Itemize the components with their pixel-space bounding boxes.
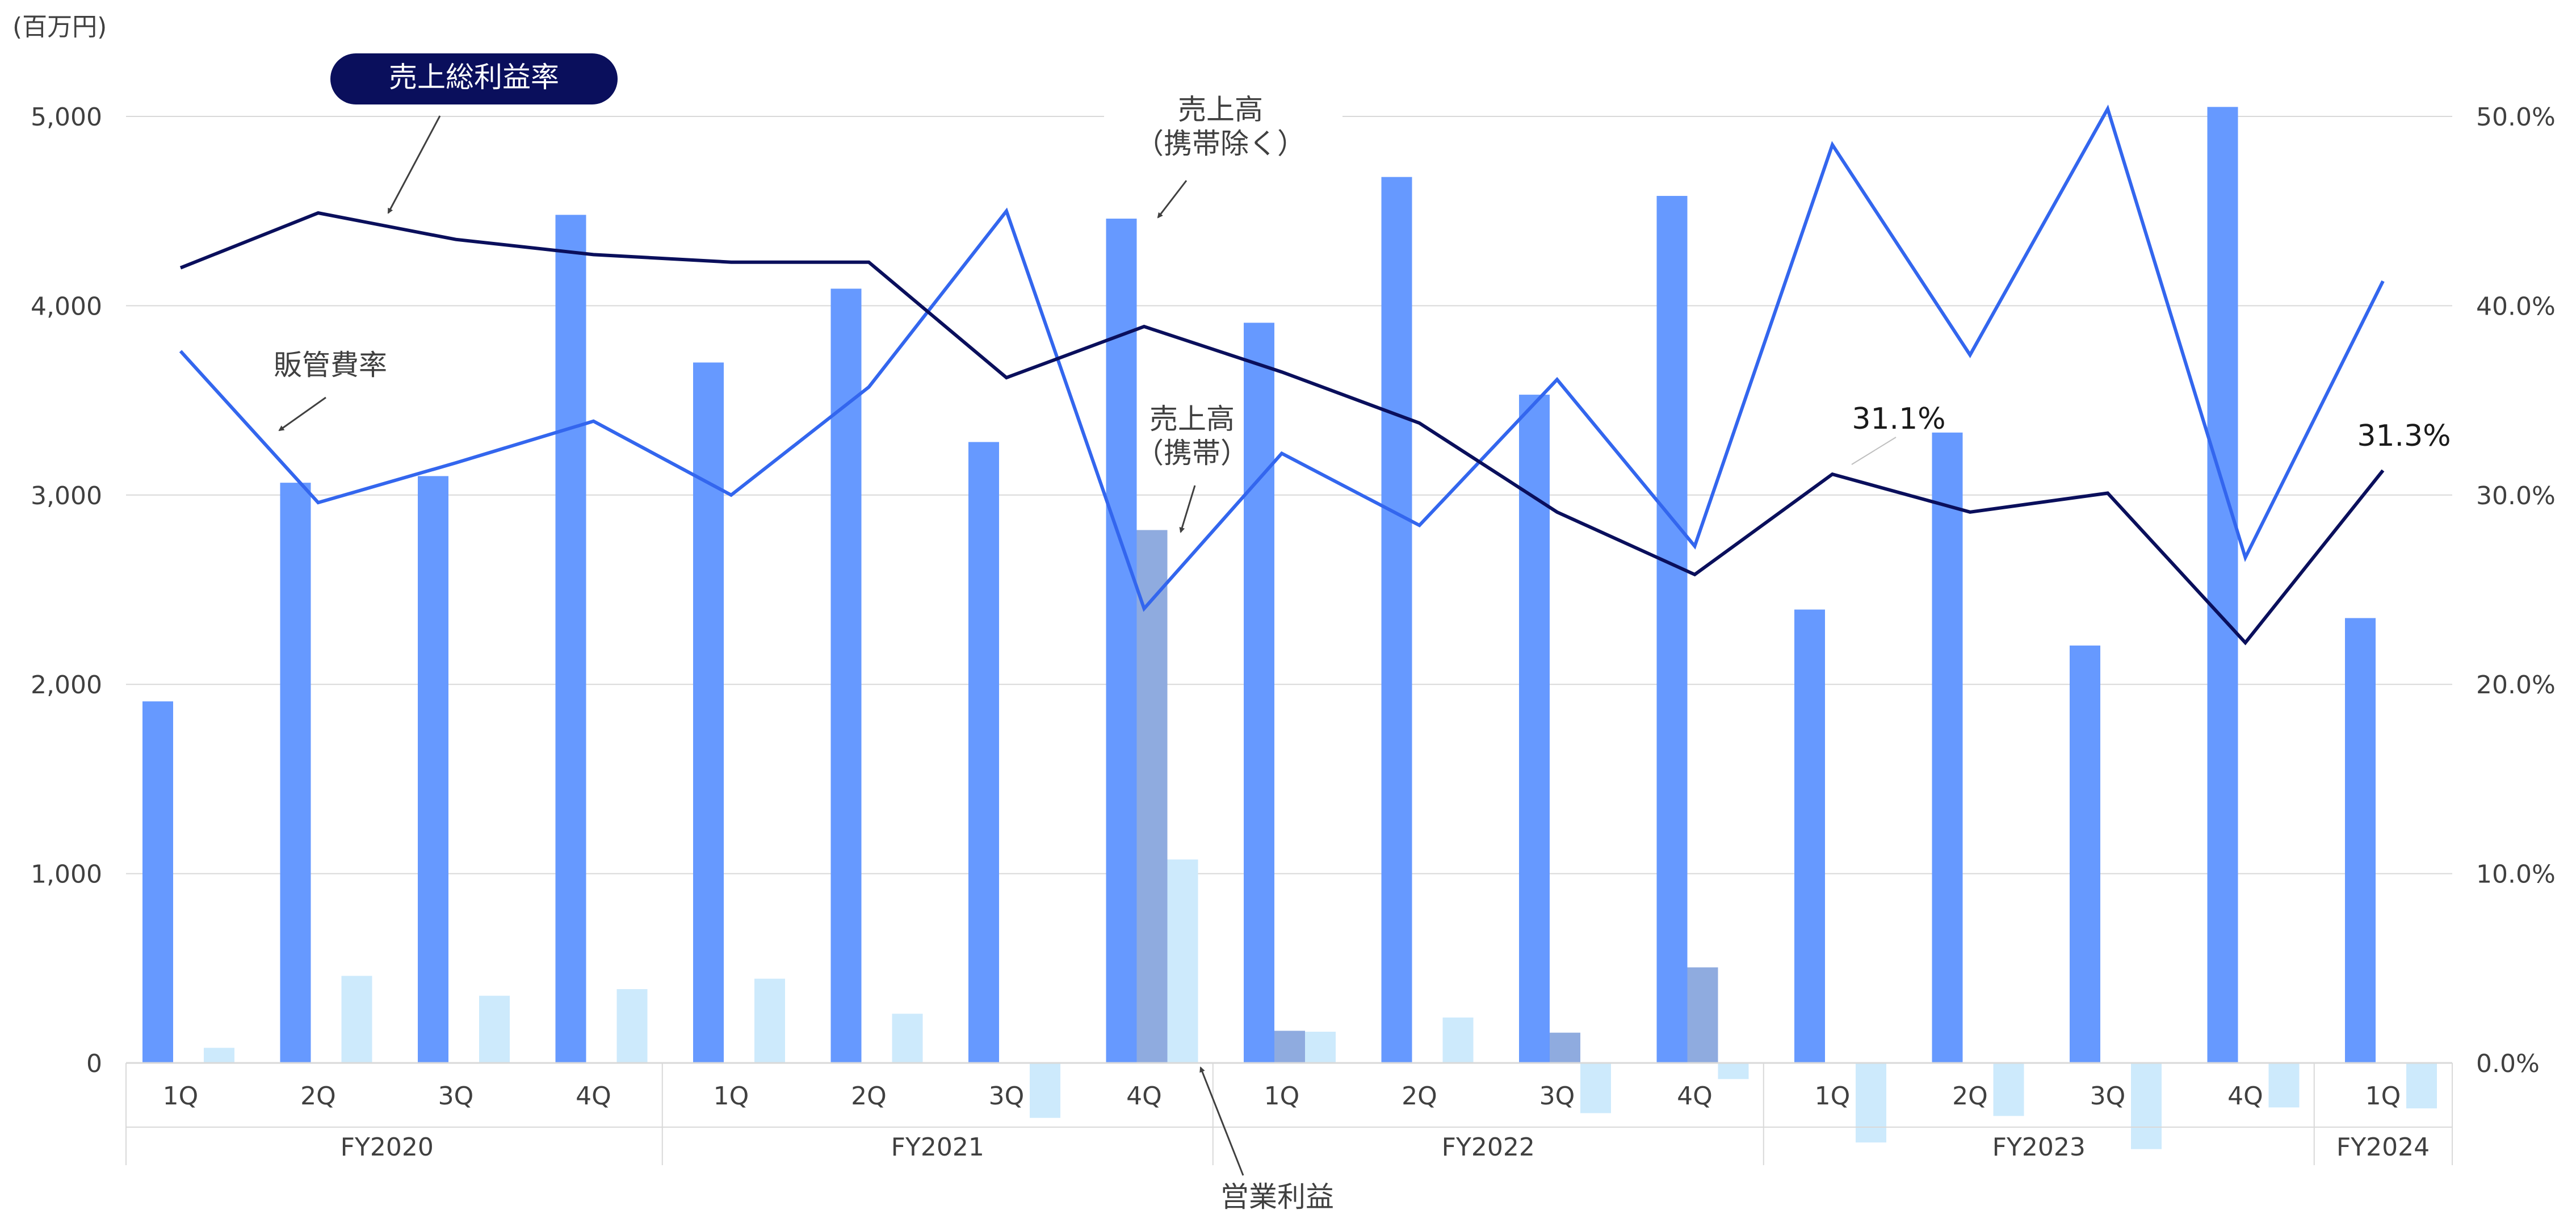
y-axis-unit-label: (百万円)	[12, 12, 107, 41]
x-tick-label-fiscal-year: FY2022	[1442, 1133, 1535, 1162]
sales-mobile-label-line1: 売上高	[1149, 403, 1235, 436]
bar-sales-ex-mobile	[1381, 177, 1412, 1063]
bar-operating-profit	[341, 976, 372, 1063]
value-label-fy2023-1q: 31.1%	[1852, 402, 1945, 436]
bar-operating-profit	[1718, 1063, 1749, 1079]
x-tick-label-quarter: 2Q	[300, 1082, 336, 1111]
bar-sales-ex-mobile	[693, 362, 724, 1064]
x-tick-label-fiscal-year: FY2023	[1992, 1133, 2086, 1162]
x-tick-label-fiscal-year: FY2024	[2336, 1133, 2430, 1162]
annotations: 売上総利益率 販管費率 売上高 （携帯除く） 売上高 （携帯） 営業利益 31.…	[274, 53, 2451, 1213]
bar-sales-ex-mobile	[2070, 645, 2100, 1063]
y-left-tick-label: 2,000	[31, 671, 102, 700]
bar-sales-ex-mobile	[1794, 609, 1825, 1063]
x-tick-label-quarter: 2Q	[1952, 1082, 1988, 1111]
y-left-tick-label: 5,000	[31, 103, 102, 132]
bar-operating-profit	[1442, 1017, 1474, 1063]
sales-ex-label-line2: （携帯除く）	[1135, 127, 1306, 160]
x-tick-label-quarter: 4Q	[576, 1082, 611, 1111]
bar-sales-mobile	[1274, 1031, 1305, 1063]
bar-operating-profit	[1580, 1063, 1611, 1113]
x-tick-label-quarter: 3Q	[2090, 1082, 2126, 1111]
x-tick-label-quarter: 1Q	[1815, 1082, 1851, 1111]
bar-sales-ex-mobile	[968, 442, 999, 1063]
bar-operating-profit	[1167, 859, 1198, 1063]
operating-profit-pointer	[1199, 1066, 1244, 1176]
operating-profit-label: 営業利益	[1220, 1180, 1334, 1213]
x-tick-label-quarter: 2Q	[851, 1082, 887, 1111]
bar-sales-ex-mobile	[2207, 107, 2238, 1064]
bar-sales-ex-mobile	[1519, 395, 1550, 1063]
bar-sales-ex-mobile	[1106, 219, 1137, 1063]
bar-sales-ex-mobile	[1932, 432, 1963, 1063]
sales-ex-label-backdrop	[1104, 85, 1342, 165]
x-tick-label-quarter: 1Q	[163, 1082, 199, 1111]
bar-sales-ex-mobile	[142, 701, 173, 1063]
x-tick-label-quarter: 4Q	[2227, 1082, 2263, 1111]
y-left-tick-label: 3,000	[31, 482, 102, 510]
bar-sales-mobile	[1687, 967, 1718, 1063]
x-tick-label-quarter: 1Q	[1264, 1082, 1300, 1111]
x-tick-label-quarter: 3Q	[438, 1082, 474, 1111]
y-left-tick-label: 1,000	[31, 860, 102, 889]
bar-sales-ex-mobile	[2345, 618, 2376, 1063]
y-right-tick-label: 0.0%	[2476, 1049, 2540, 1078]
sales-ex-pointer	[1157, 180, 1188, 219]
axes: 0 1,000 2,000 3,000 4,000 5,000 0.0% 10.0% 20.0%…	[31, 103, 2556, 1165]
sales-mobile-label-line2: （携帯）	[1135, 437, 1249, 470]
x-tick-label-quarter: 1Q	[2365, 1082, 2401, 1111]
gross-margin-pointer	[387, 115, 441, 214]
bar-sales-mobile	[1136, 530, 1168, 1063]
bars	[142, 107, 2437, 1149]
value-label-fy2024-1q: 31.3%	[2357, 419, 2451, 453]
bar-operating-profit	[2406, 1063, 2437, 1109]
sga-ratio-pointer	[278, 396, 326, 432]
bar-operating-profit	[1993, 1063, 2024, 1116]
gross-margin-callout-label: 売上総利益率	[389, 61, 559, 94]
x-tick-label-quarter: 4Q	[1126, 1082, 1162, 1111]
bar-operating-profit	[892, 1014, 923, 1063]
y-right-tick-label: 50.0%	[2476, 103, 2556, 132]
bar-operating-profit	[754, 978, 785, 1063]
sales-ex-label-line1: 売上高	[1178, 93, 1263, 126]
bar-operating-profit	[204, 1048, 234, 1063]
x-tick-label-quarter: 1Q	[714, 1082, 749, 1111]
y-right-tick-label: 40.0%	[2476, 292, 2556, 321]
y-right-tick-label: 30.0%	[2476, 482, 2556, 510]
bar-operating-profit	[1030, 1063, 1060, 1118]
x-tick-label-fiscal-year: FY2021	[891, 1133, 984, 1162]
x-tick-label-fiscal-year: FY2020	[341, 1133, 434, 1162]
bar-sales-mobile	[1550, 1032, 1580, 1063]
y-right-tick-label: 20.0%	[2476, 671, 2556, 700]
x-tick-label-quarter: 3Q	[989, 1082, 1025, 1111]
bar-sales-ex-mobile	[418, 476, 448, 1064]
bar-operating-profit	[616, 989, 648, 1063]
bar-operating-profit	[1305, 1031, 1336, 1063]
line-gross-margin	[179, 211, 2385, 646]
bar-sales-ex-mobile	[1656, 196, 1688, 1063]
x-tick-label-quarter: 4Q	[1677, 1082, 1713, 1111]
line-sga-ratio	[179, 104, 2385, 612]
x-tick-label-quarter: 3Q	[1539, 1082, 1575, 1111]
sales-mobile-pointer	[1179, 485, 1196, 533]
bar-sales-ex-mobile	[830, 288, 862, 1063]
y-left-tick-label: 4,000	[31, 292, 102, 321]
value-label-fy2023-1q-leader	[1851, 437, 1897, 465]
lines	[179, 104, 2385, 646]
bar-sales-ex-mobile	[1244, 323, 1274, 1063]
y-right-tick-label: 10.0%	[2476, 860, 2556, 889]
x-tick-label-quarter: 2Q	[1402, 1082, 1437, 1111]
y-left-tick-label: 0	[86, 1049, 102, 1078]
bar-operating-profit	[2131, 1063, 2162, 1149]
bar-sales-ex-mobile	[555, 215, 586, 1063]
bar-operating-profit	[479, 995, 510, 1063]
gross-margin-callout-box	[330, 53, 618, 104]
bar-operating-profit	[2268, 1063, 2300, 1108]
bar-sales-ex-mobile	[280, 483, 311, 1063]
sga-ratio-label: 販管費率	[274, 349, 387, 382]
bar-operating-profit	[1856, 1063, 1886, 1143]
